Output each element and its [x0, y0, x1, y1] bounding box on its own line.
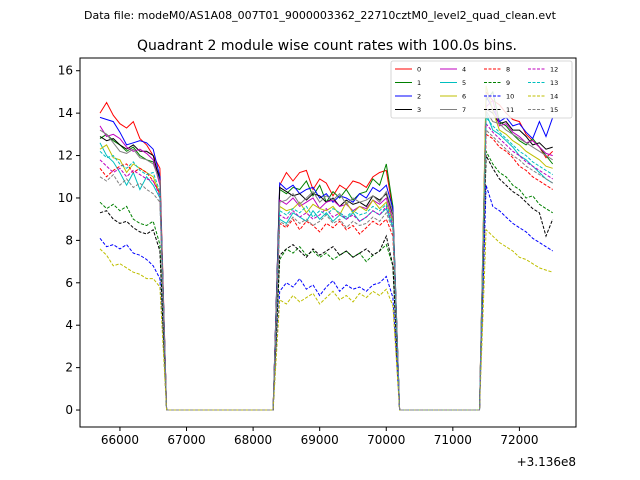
legend-item-2: 2 — [395, 92, 421, 100]
series-line-7 — [99, 109, 553, 411]
y-axis: 0 2 4 6 8 10 12 14 16 — [58, 64, 80, 417]
legend-item-6: 6 — [440, 92, 466, 100]
legend-label: 11 — [506, 106, 514, 114]
legend-label: 7 — [462, 106, 466, 114]
y-tick-label: 12 — [58, 149, 73, 163]
y-tick-label: 10 — [58, 191, 73, 205]
legend-label: 14 — [550, 92, 558, 100]
x-axis-offset: +3.136e8 — [517, 455, 576, 469]
x-tick-label: 70000 — [367, 433, 405, 447]
legend-label: 1 — [417, 79, 421, 87]
legend-box — [390, 60, 573, 119]
y-tick-label: 2 — [65, 361, 73, 375]
x-tick-label: 69000 — [301, 433, 339, 447]
chart-title: Quadrant 2 module wise count rates with … — [137, 38, 517, 54]
legend-item-3: 3 — [395, 106, 421, 114]
legend-label: 13 — [550, 79, 558, 87]
legend-item-13: 13 — [528, 79, 558, 87]
legend-label: 6 — [462, 92, 466, 100]
y-tick-label: 14 — [58, 106, 73, 120]
y-tick-label: 4 — [65, 318, 73, 332]
legend-item-15: 15 — [528, 106, 558, 114]
legend-label: 10 — [506, 92, 514, 100]
legend-item-9: 9 — [484, 79, 510, 87]
legend-label: 2 — [417, 92, 421, 100]
legend-item-5: 5 — [440, 79, 466, 87]
legend-label: 4 — [462, 65, 466, 73]
legend-label: 0 — [417, 65, 421, 73]
legend-item-4: 4 — [440, 65, 466, 73]
legend-item-0: 0 — [395, 65, 421, 73]
y-tick-label: 0 — [65, 403, 73, 417]
x-axis: 66000 67000 68000 69000 70000 71000 72000 — [101, 427, 539, 447]
x-tick-label: 67000 — [167, 433, 205, 447]
series-line-14 — [99, 228, 553, 411]
legend-label: 5 — [462, 79, 466, 87]
x-tick-label: 71000 — [434, 433, 472, 447]
plot-frame — [79, 57, 577, 428]
x-tick-label: 66000 — [101, 433, 139, 447]
series-line-15 — [99, 128, 553, 411]
legend-label: 8 — [506, 65, 510, 73]
legend-item-1: 1 — [395, 79, 421, 87]
legend-item-10: 10 — [484, 92, 514, 100]
y-tick-label: 6 — [65, 276, 73, 290]
x-tick-label: 68000 — [234, 433, 272, 447]
y-tick-label: 8 — [65, 233, 73, 247]
legend-label: 3 — [417, 106, 421, 114]
legend-label: 12 — [550, 65, 558, 73]
plot-lines — [99, 85, 554, 411]
legend-label: 9 — [506, 79, 510, 87]
legend-item-8: 8 — [484, 65, 510, 73]
x-tick-label: 72000 — [500, 433, 538, 447]
legend-item-12: 12 — [528, 65, 558, 73]
y-tick-label: 16 — [58, 64, 73, 78]
figure-suptitle: Data file: modeM0/AS1A08_007T01_90000033… — [84, 9, 557, 22]
legend-item-11: 11 — [484, 106, 514, 114]
legend-item-7: 7 — [440, 106, 466, 114]
legend-item-14: 14 — [528, 92, 558, 100]
series-line-6 — [99, 85, 553, 411]
legend-label: 15 — [550, 106, 558, 114]
